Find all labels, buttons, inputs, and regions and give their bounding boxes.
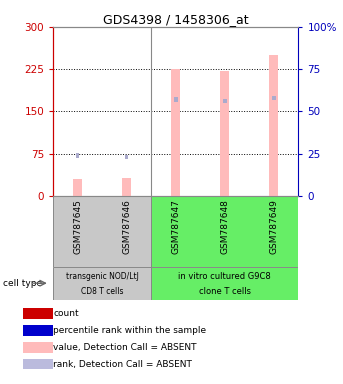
Bar <box>151 196 298 267</box>
Text: value, Detection Call = ABSENT: value, Detection Call = ABSENT <box>53 343 197 352</box>
Bar <box>23 359 53 369</box>
Text: percentile rank within the sample: percentile rank within the sample <box>53 326 206 335</box>
Text: GSM787645: GSM787645 <box>73 199 82 253</box>
Title: GDS4398 / 1458306_at: GDS4398 / 1458306_at <box>103 13 249 26</box>
Bar <box>53 267 151 300</box>
Bar <box>151 267 298 300</box>
Bar <box>23 325 53 336</box>
Text: in vitro cultured G9C8: in vitro cultured G9C8 <box>178 271 271 281</box>
Bar <box>221 71 229 196</box>
Text: rank, Detection Call = ABSENT: rank, Detection Call = ABSENT <box>53 359 192 369</box>
Text: GSM787646: GSM787646 <box>122 199 131 253</box>
Bar <box>172 69 180 196</box>
Text: count: count <box>53 309 79 318</box>
Text: GSM787647: GSM787647 <box>171 199 180 253</box>
Text: GSM787648: GSM787648 <box>220 199 229 253</box>
Bar <box>76 153 80 157</box>
Bar <box>122 178 131 196</box>
Bar <box>73 179 82 196</box>
Bar <box>174 97 178 102</box>
Text: clone T cells: clone T cells <box>199 287 251 296</box>
Bar <box>272 96 276 100</box>
Bar <box>125 155 129 159</box>
Bar <box>223 99 227 103</box>
Bar <box>23 342 53 353</box>
Bar <box>23 308 53 319</box>
Text: transgenic NOD/LtJ: transgenic NOD/LtJ <box>66 271 139 281</box>
Bar <box>53 196 151 267</box>
Text: cell type: cell type <box>3 279 43 288</box>
Text: GSM787649: GSM787649 <box>269 199 279 253</box>
Bar <box>270 55 278 196</box>
Text: CD8 T cells: CD8 T cells <box>81 287 123 296</box>
